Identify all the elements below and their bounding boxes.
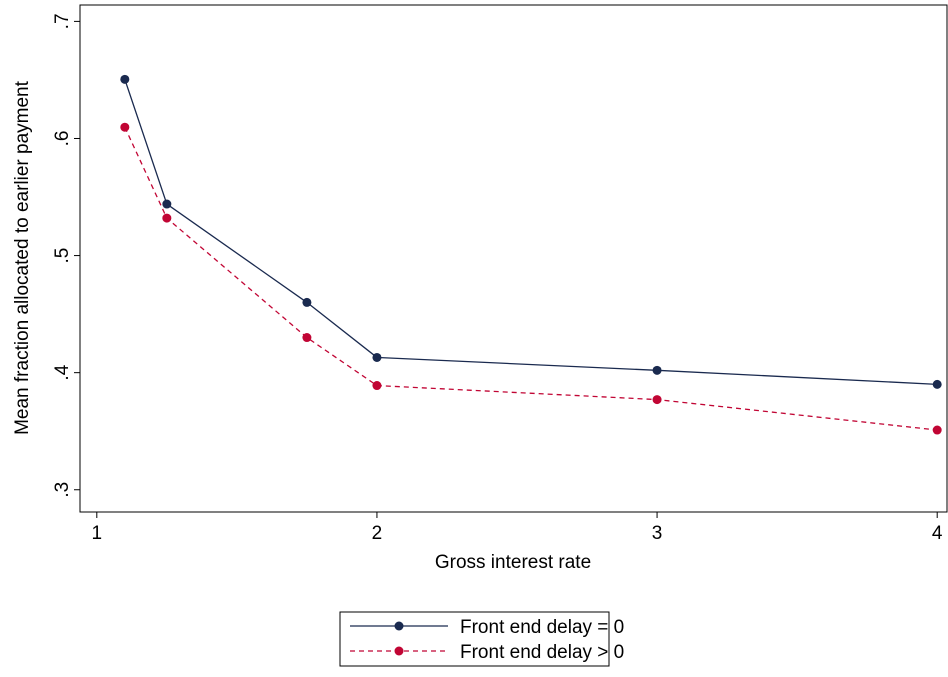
data-point [652, 365, 662, 375]
data-point [932, 379, 942, 389]
data-point [302, 333, 312, 343]
x-tick-label: 1 [92, 523, 103, 544]
legend-box [339, 611, 610, 667]
data-point [120, 74, 130, 84]
legend-marker [394, 621, 404, 631]
y-tick-label: .4 [52, 364, 73, 380]
series-line [124, 126, 938, 431]
y-tick-label: .5 [52, 248, 73, 264]
data-point [932, 425, 942, 435]
legend-label: Front end delay = 0 [460, 617, 624, 638]
legend-label: Front end delay > 0 [460, 642, 624, 663]
data-point [162, 213, 172, 223]
data-point [372, 381, 382, 391]
data-point [302, 297, 312, 307]
data-point [162, 199, 172, 209]
data-point [652, 395, 662, 405]
y-axis-title: Mean fraction allocated to earlier payme… [12, 80, 33, 435]
x-axis-title: Gross interest rate [435, 552, 591, 573]
x-tick-label: 3 [652, 523, 663, 544]
data-point [120, 122, 130, 132]
x-tick-label: 2 [372, 523, 383, 544]
x-tick-label: 4 [932, 523, 943, 544]
plot-frame [79, 4, 948, 513]
series-line [124, 79, 938, 386]
y-tick-label: .3 [52, 482, 73, 498]
data-point [372, 352, 382, 362]
y-tick-label: .7 [52, 13, 73, 29]
y-tick-label: .6 [52, 131, 73, 147]
legend-marker [394, 646, 404, 656]
